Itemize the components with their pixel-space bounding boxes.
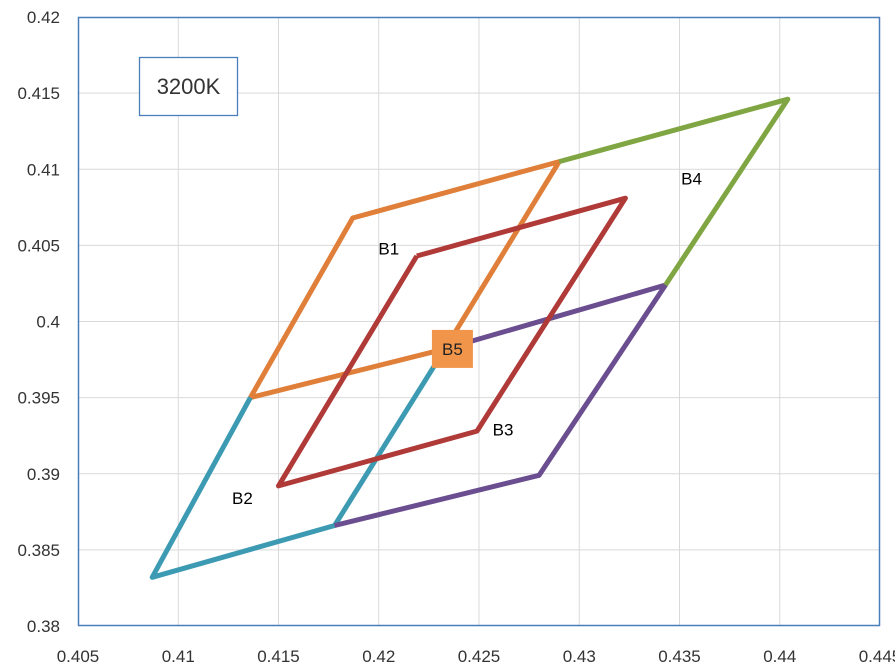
y-tick-label: 0.415	[17, 84, 60, 103]
x-tick-label: 0.44	[763, 647, 796, 666]
region-label-b4: B4	[681, 169, 702, 188]
grid	[78, 17, 880, 626]
series-b4-line	[558, 96, 791, 287]
x-tick-label: 0.425	[458, 647, 501, 666]
series-b2-line	[149, 347, 448, 580]
y-tick-label: 0.405	[17, 236, 60, 255]
y-tick-label: 0.42	[27, 8, 60, 27]
plot-area-frame	[77, 16, 881, 627]
x-tick-label: 0.405	[57, 647, 100, 666]
x-tick-label: 0.415	[257, 647, 300, 666]
series-b5-line	[276, 195, 628, 489]
y-tick-label: 0.41	[27, 160, 60, 179]
region-label-b3: B3	[493, 421, 514, 440]
x-tick-label: 0.435	[658, 647, 701, 666]
y-tick-label: 0.38	[27, 617, 60, 636]
series-b3-line	[334, 282, 668, 528]
x-tick-label: 0.42	[362, 647, 395, 666]
region-label-b2: B2	[232, 489, 253, 508]
annotation-box-label: 3200K	[157, 74, 221, 99]
x-tick-label: 0.445	[859, 647, 895, 666]
y-tick-label: 0.385	[17, 541, 60, 560]
x-tick-label: 0.43	[563, 647, 596, 666]
tick-labels: 0.405 0.41 0.415 0.42 0.425 0.43 0.435 0.44 0.44…	[17, 8, 895, 666]
series-layer	[149, 96, 791, 580]
annotation-box-3200k: 3200K	[138, 56, 239, 117]
y-tick-label: 0.4	[36, 313, 60, 332]
x-tick-label: 0.41	[162, 647, 195, 666]
region-label-b5-box	[431, 329, 473, 368]
region-labels: B1 B2 B3 B4 B5	[232, 169, 702, 508]
region-label-b1: B1	[378, 240, 399, 259]
y-tick-label: 0.39	[27, 465, 60, 484]
annotation-box-frame	[138, 56, 239, 117]
y-tick-label: 0.395	[17, 389, 60, 408]
region-label-b5: B5	[442, 340, 463, 359]
